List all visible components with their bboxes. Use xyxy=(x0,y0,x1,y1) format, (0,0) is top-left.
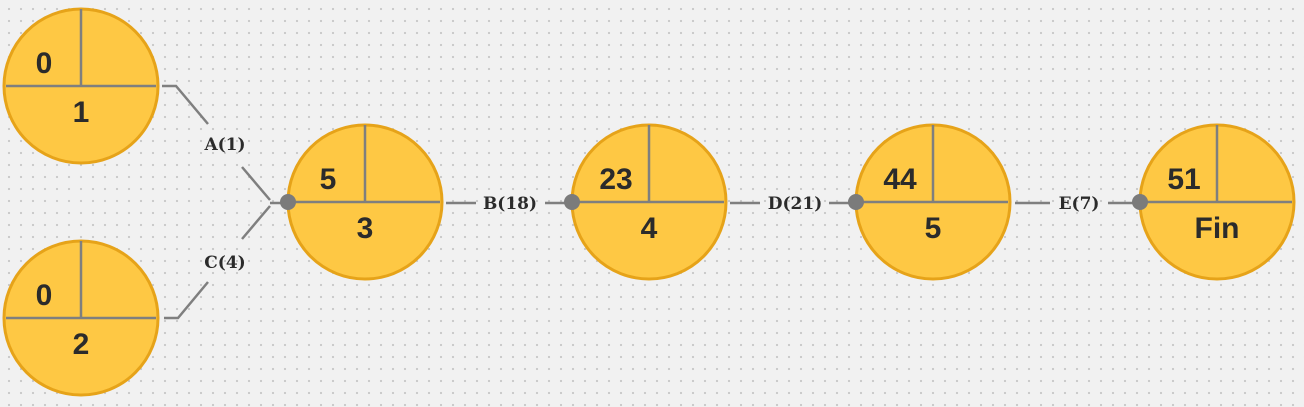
event-node-4: 23 4 xyxy=(570,123,728,281)
connection-dot-node-5 xyxy=(848,194,864,210)
activity-edge-c: C(4) xyxy=(164,205,271,320)
connection-dot-node-4 xyxy=(564,194,580,210)
activity-label-e: E(7) xyxy=(1059,194,1100,214)
event-node-1: 0 1 xyxy=(2,7,160,165)
event-node-2: 0 2 xyxy=(2,239,160,397)
event-number: 2 xyxy=(73,328,90,361)
activity-edge-d: D(21) xyxy=(730,194,856,214)
activity-label-d: D(21) xyxy=(768,194,823,214)
activity-edge-e: E(7) xyxy=(1015,194,1140,214)
activity-edge-b: B(18) xyxy=(446,194,572,214)
event-number: 5 xyxy=(925,212,942,245)
activity-label-b: B(18) xyxy=(483,194,537,214)
event-number: 4 xyxy=(641,212,658,245)
earliest-time: 23 xyxy=(599,163,632,196)
connection-dot-node-3 xyxy=(280,194,296,210)
event-number: Fin xyxy=(1195,212,1240,245)
activity-label-c: C(4) xyxy=(204,253,245,273)
connection-dot-node-fin xyxy=(1132,194,1148,210)
activity-label-a: A(1) xyxy=(203,135,245,155)
earliest-time: 5 xyxy=(320,163,337,196)
earliest-time: 0 xyxy=(36,279,53,312)
earliest-time: 44 xyxy=(883,163,917,196)
event-number: 3 xyxy=(357,212,374,245)
activity-edge-a: A(1) xyxy=(162,84,271,201)
earliest-time: 51 xyxy=(1167,163,1200,196)
event-node-fin: 51 Fin xyxy=(1138,123,1296,281)
event-node-5: 44 5 xyxy=(854,123,1012,281)
earliest-time: 0 xyxy=(36,47,53,80)
event-node-3: 5 3 xyxy=(286,123,444,281)
event-number: 1 xyxy=(73,96,90,129)
